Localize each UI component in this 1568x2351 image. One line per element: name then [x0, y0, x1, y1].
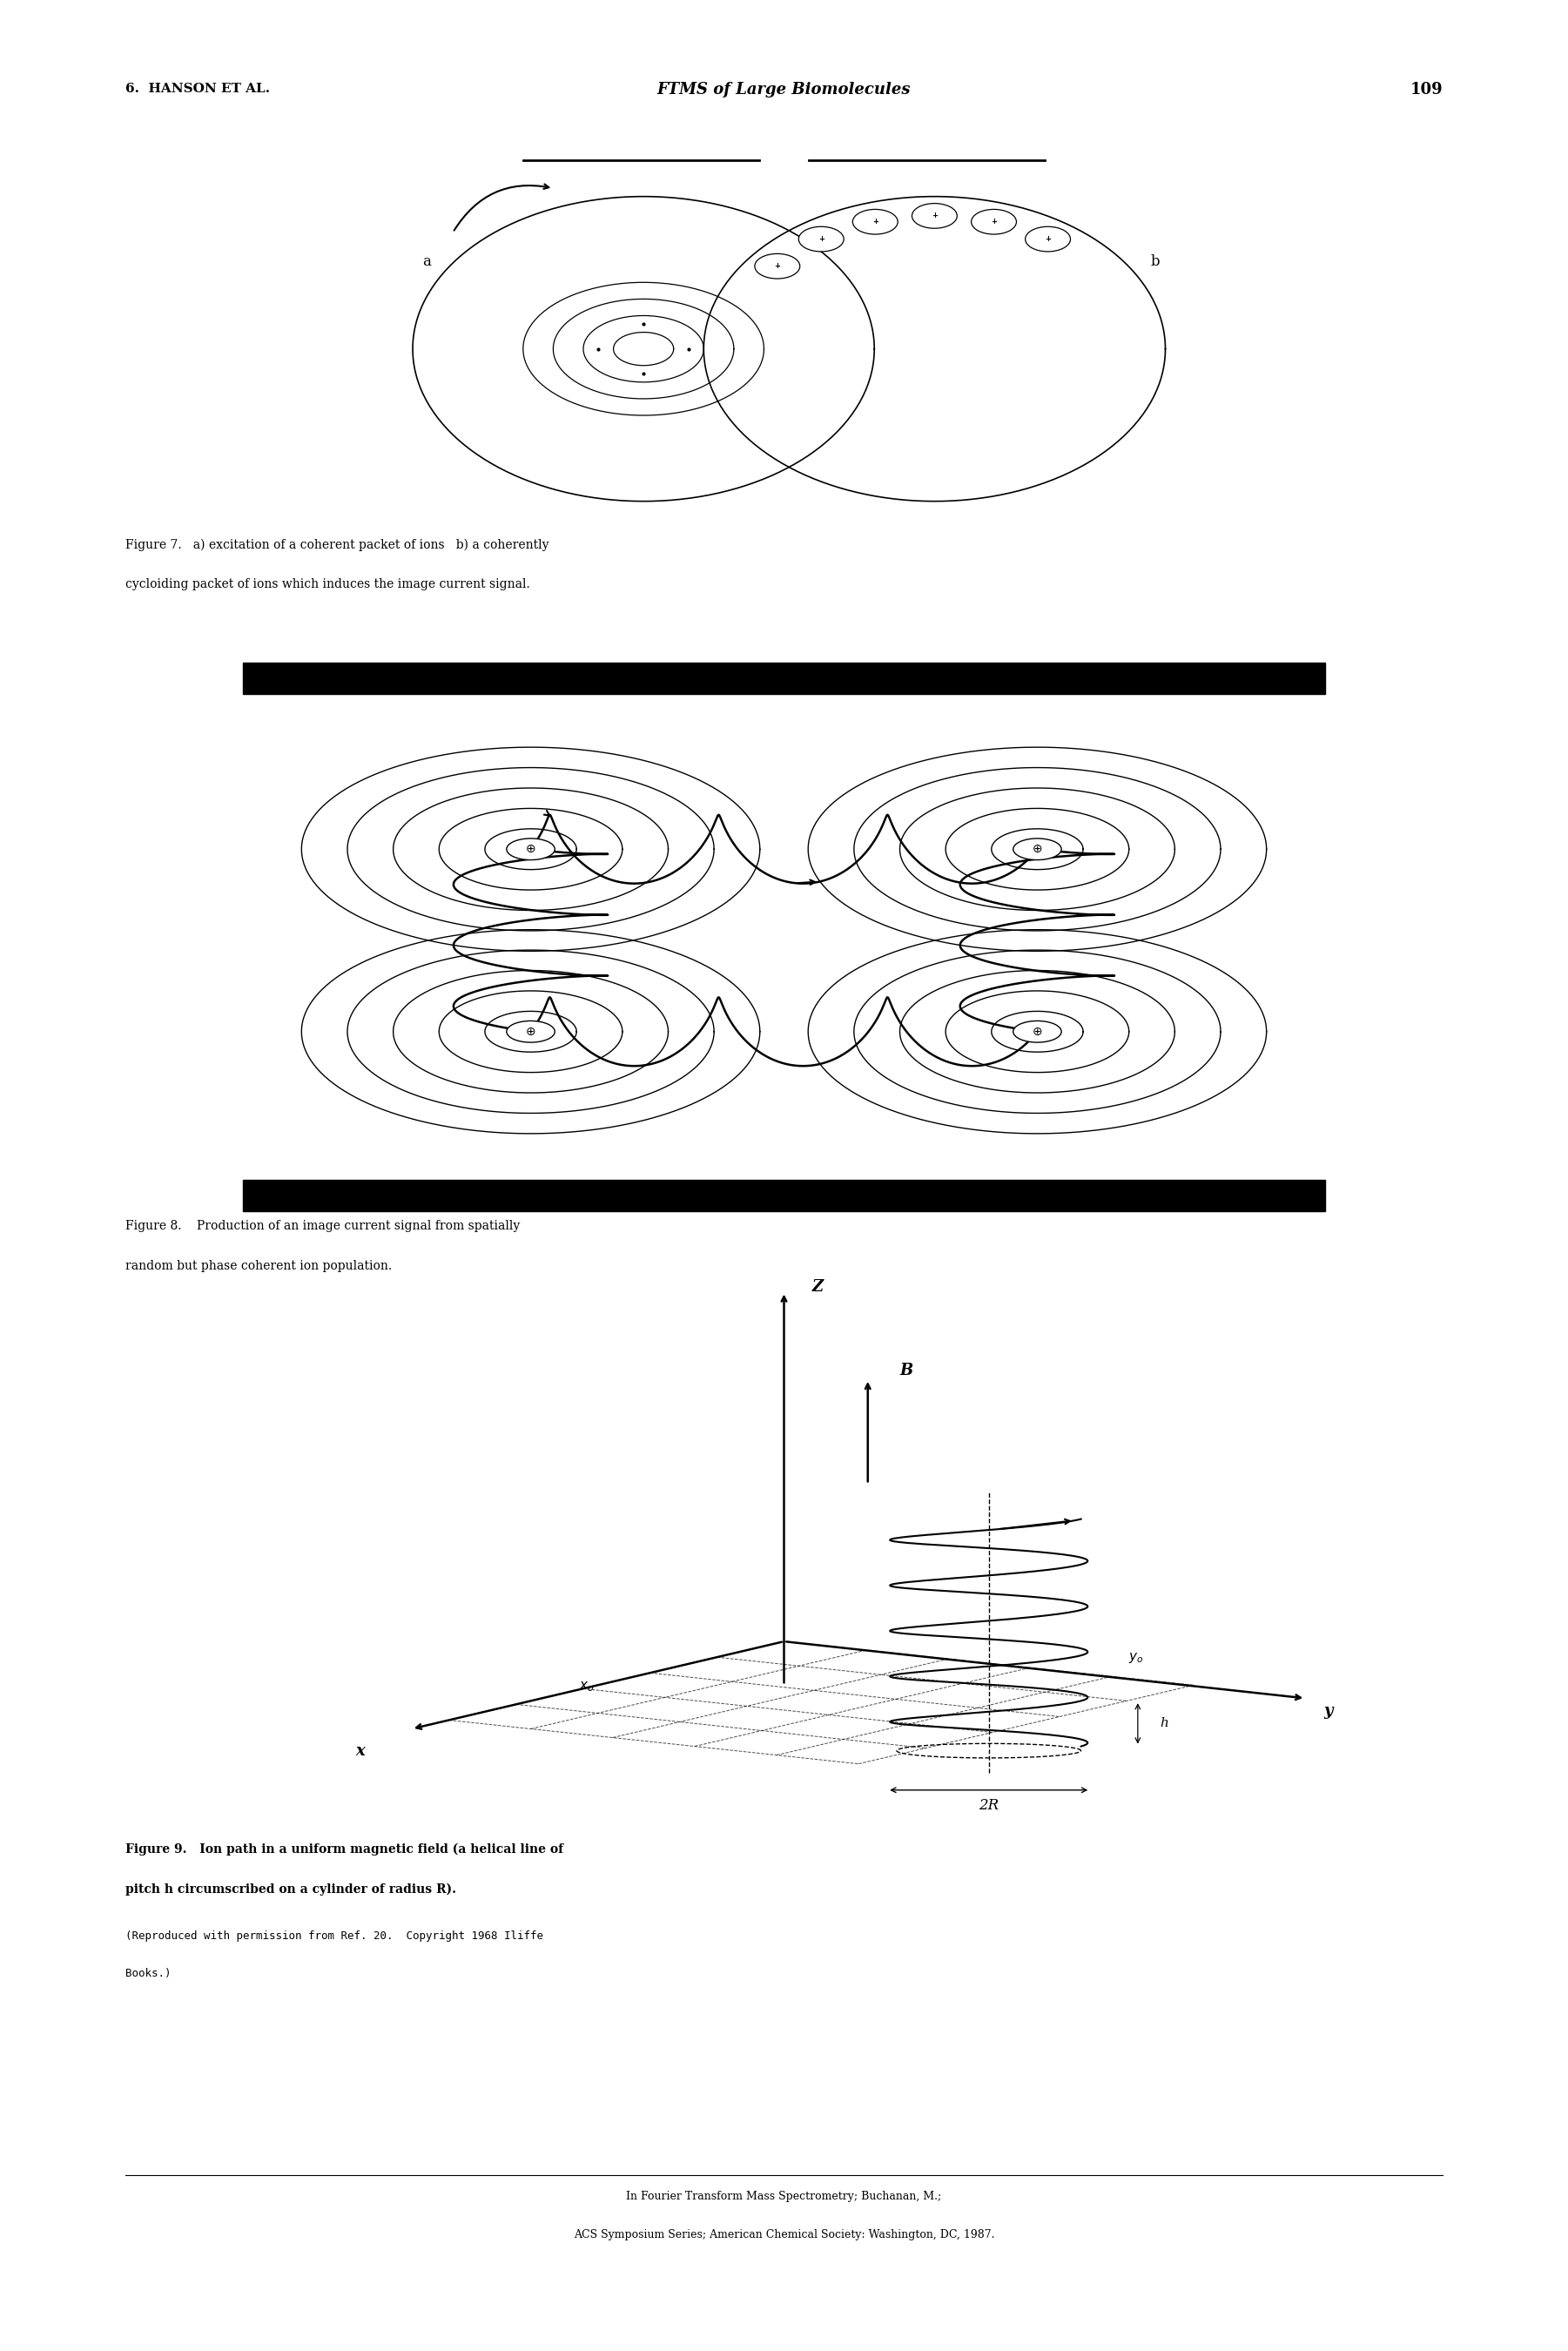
- Circle shape: [971, 209, 1016, 235]
- Text: cycloiding packet of ions which induces the image current signal.: cycloiding packet of ions which induces …: [125, 578, 530, 590]
- Text: +: +: [872, 219, 878, 226]
- Circle shape: [853, 209, 898, 235]
- Text: (Reproduced with permission from Ref. 20.  Copyright 1968 Iliffe: (Reproduced with permission from Ref. 20…: [125, 1930, 544, 1942]
- Text: Figure 7.   a) excitation of a coherent packet of ions   b) a coherently: Figure 7. a) excitation of a coherent pa…: [125, 538, 549, 550]
- Text: 109: 109: [1410, 82, 1443, 99]
- Text: Figure 8.    Production of an image current signal from spatially: Figure 8. Production of an image current…: [125, 1220, 521, 1232]
- Text: +: +: [1044, 235, 1051, 242]
- Text: In Fourier Transform Mass Spectrometry; Buchanan, M.;: In Fourier Transform Mass Spectrometry; …: [626, 2191, 942, 2203]
- Text: x: x: [356, 1742, 365, 1759]
- Text: y: y: [1323, 1704, 1333, 1719]
- Text: pitch h circumscribed on a cylinder of radius R).: pitch h circumscribed on a cylinder of r…: [125, 1883, 456, 1895]
- Text: Z: Z: [812, 1279, 823, 1295]
- Bar: [243, 663, 1325, 694]
- Text: ⊕: ⊕: [525, 844, 536, 856]
- Text: Books.): Books.): [125, 1968, 171, 1980]
- Circle shape: [1025, 226, 1071, 252]
- Text: b: b: [1151, 254, 1159, 270]
- Text: ⊕: ⊕: [1032, 1025, 1043, 1037]
- Circle shape: [506, 1020, 555, 1041]
- Text: +: +: [775, 263, 781, 270]
- Text: Figure 9.   Ion path in a uniform magnetic field (a helical line of: Figure 9. Ion path in a uniform magnetic…: [125, 1843, 563, 1855]
- Circle shape: [506, 839, 555, 860]
- Text: +: +: [991, 219, 997, 226]
- Circle shape: [913, 205, 956, 228]
- Text: random but phase coherent ion population.: random but phase coherent ion population…: [125, 1260, 392, 1272]
- Text: $x_o$: $x_o$: [579, 1681, 594, 1693]
- Text: 2R: 2R: [978, 1799, 999, 1813]
- Text: a: a: [423, 254, 431, 270]
- Text: B: B: [900, 1364, 913, 1378]
- Bar: [243, 1180, 1325, 1211]
- Circle shape: [1013, 1020, 1062, 1041]
- Circle shape: [1013, 839, 1062, 860]
- Text: ⊕: ⊕: [525, 1025, 536, 1037]
- Text: ⊕: ⊕: [1032, 844, 1043, 856]
- Circle shape: [798, 226, 844, 252]
- Text: FTMS of Large Biomolecules: FTMS of Large Biomolecules: [657, 82, 911, 99]
- Text: +: +: [931, 212, 938, 219]
- Text: h: h: [1160, 1719, 1168, 1730]
- Text: $y_o$: $y_o$: [1129, 1650, 1143, 1665]
- Text: 6.  HANSON ET AL.: 6. HANSON ET AL.: [125, 82, 270, 94]
- Text: ACS Symposium Series; American Chemical Society: Washington, DC, 1987.: ACS Symposium Series; American Chemical …: [574, 2229, 994, 2241]
- Circle shape: [754, 254, 800, 280]
- Text: +: +: [818, 235, 825, 242]
